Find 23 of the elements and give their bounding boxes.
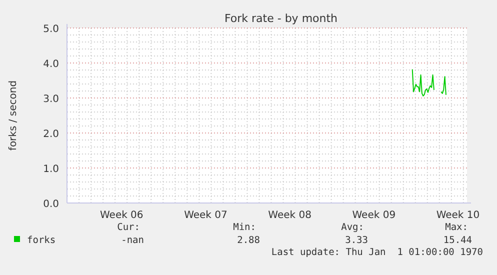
x-tick-label: Week 08 — [268, 210, 312, 221]
y-tick-label: 2.0 — [43, 129, 59, 140]
y-tick-label: 0.0 — [43, 199, 59, 210]
text: -nan — [121, 235, 144, 246]
text: Avg: — [341, 222, 364, 233]
chart-title: Fork rate - by month — [224, 12, 338, 25]
y-axis-title: forks / second — [8, 80, 19, 151]
legend-label: forks — [27, 235, 56, 246]
text: Cur: — [117, 222, 140, 233]
x-tick-label: Week 07 — [184, 210, 228, 221]
text: Max: — [445, 222, 468, 233]
text: 2.88 — [237, 235, 260, 246]
y-tick-label: 5.0 — [43, 24, 59, 35]
x-tick-label: Week 09 — [352, 210, 396, 221]
text: 15.44 — [443, 235, 472, 246]
y-tick-label: 1.0 — [43, 164, 59, 175]
y-tick-label: 4.0 — [43, 59, 59, 70]
x-tick-label: Week 10 — [436, 210, 480, 221]
text: Last update: Thu Jan 1 01:00:00 1970 — [271, 247, 484, 258]
x-tick-label: Week 06 — [100, 210, 144, 221]
y-tick-label: 3.0 — [43, 94, 59, 105]
text: Min: — [233, 222, 256, 233]
text: 3.33 — [345, 235, 368, 246]
